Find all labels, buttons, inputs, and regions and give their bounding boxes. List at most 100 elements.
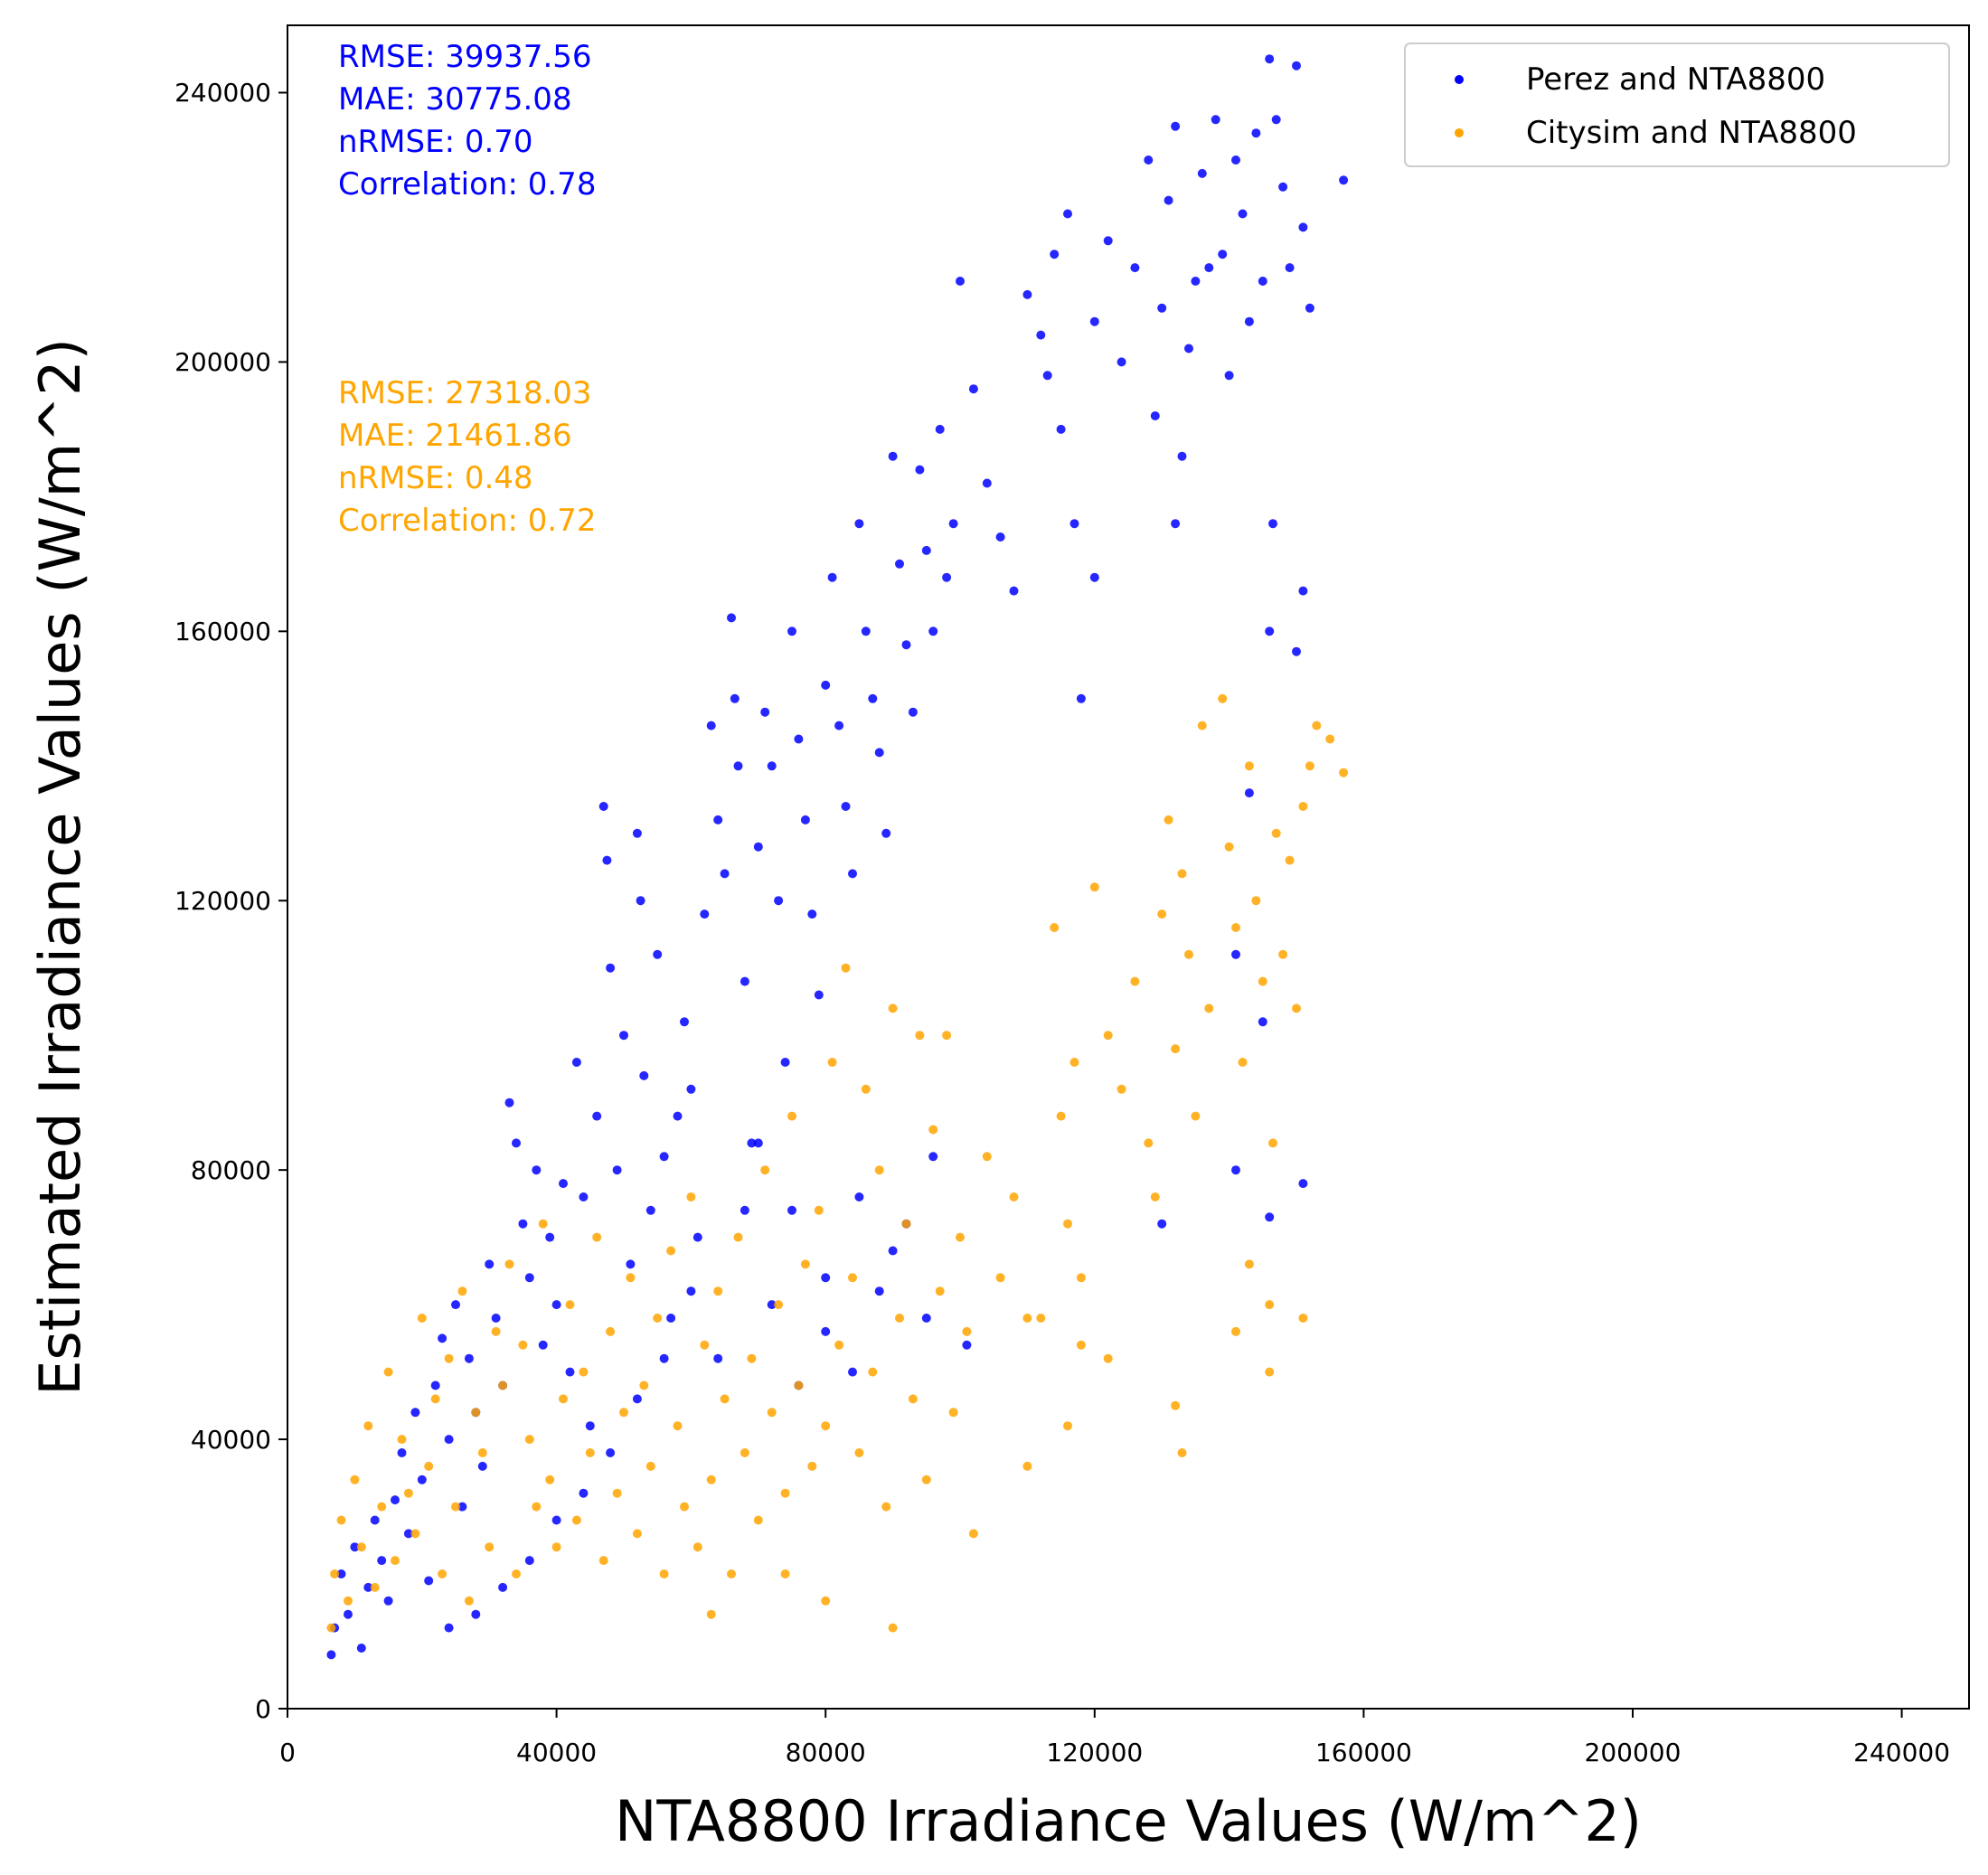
perez-point (1204, 263, 1214, 273)
citysim-point (545, 1475, 555, 1484)
citysim-point (666, 1246, 676, 1256)
perez-point (1056, 424, 1066, 434)
perez-point (350, 1542, 360, 1552)
perez-point (753, 842, 763, 852)
perez-point (1271, 115, 1281, 125)
perez-point (747, 1138, 757, 1148)
citysim-point (1089, 882, 1099, 892)
citysim-point (1063, 1421, 1072, 1431)
citysim-point (995, 1273, 1005, 1283)
perez-point (538, 1340, 548, 1350)
citysim-point (1285, 855, 1295, 865)
perez-point (551, 1515, 561, 1525)
citysim-point (491, 1326, 501, 1336)
perez-point (1305, 303, 1314, 313)
perez-point (512, 1138, 521, 1148)
perez-point (700, 909, 710, 919)
perez-point (1238, 209, 1248, 219)
perez-point (1292, 646, 1301, 656)
perez-mae: MAE: 30775.08 (338, 81, 572, 118)
perez-point (740, 1205, 749, 1215)
perez-point (800, 815, 810, 824)
citysim-point (498, 1380, 508, 1390)
perez-point (632, 828, 642, 838)
perez-point (787, 627, 796, 636)
perez-point (720, 869, 730, 879)
citysim-point (794, 1380, 804, 1390)
citysim-point (774, 1300, 784, 1310)
citysim-point (827, 1058, 837, 1067)
perez-point (1103, 236, 1113, 246)
citysim-point (424, 1461, 434, 1471)
plot-area (287, 25, 1969, 1709)
perez-point (1218, 250, 1228, 259)
x-tick-label: 0 (279, 1738, 296, 1767)
citysim-point (653, 1314, 663, 1323)
citysim-point (1171, 1044, 1181, 1054)
perez-point (921, 1314, 931, 1323)
perez-point (1258, 277, 1267, 286)
perez-point (524, 1273, 534, 1283)
perez-point (874, 748, 884, 758)
perez-point (1298, 586, 1308, 596)
citysim-point (1150, 1192, 1160, 1201)
perez-point (827, 572, 837, 582)
citysim-point (1157, 909, 1167, 919)
citysim-point (1268, 1138, 1277, 1148)
citysim-point (592, 1232, 602, 1242)
perez-point (1089, 316, 1099, 326)
citysim-point (1050, 923, 1060, 932)
perez-point (1231, 949, 1240, 959)
citysim-point (1164, 815, 1173, 824)
perez-point (1022, 289, 1032, 299)
citysim-point (512, 1569, 521, 1578)
perez-point (821, 1273, 831, 1283)
perez-point (438, 1333, 448, 1343)
perez-point (935, 424, 945, 434)
perez-point (626, 1259, 636, 1269)
y-axis-title: Estimated Irradiance Values (W/m^2) (27, 338, 93, 1396)
perez-point (861, 627, 871, 636)
citysim-point (720, 1394, 730, 1404)
citysim-point (336, 1515, 346, 1525)
perez-point (1224, 371, 1234, 381)
citysim-series (326, 693, 1349, 1633)
perez-point (592, 1111, 602, 1121)
perez-point (639, 1070, 649, 1080)
perez-point (1157, 303, 1167, 313)
citysim-point (1103, 1353, 1113, 1363)
perez-point (1339, 175, 1349, 185)
citysim-point (787, 1111, 796, 1121)
perez-point (881, 828, 891, 838)
perez-point (606, 963, 616, 973)
citysim-point (391, 1556, 400, 1566)
perez-point (551, 1300, 561, 1310)
perez-point (740, 976, 749, 986)
citysim-point (612, 1488, 622, 1498)
citysim-point (370, 1582, 380, 1592)
perez-point (915, 465, 925, 475)
perez-point (767, 761, 777, 771)
perez-point (1265, 54, 1275, 64)
citysim-point (1224, 842, 1234, 852)
citysim-point (606, 1326, 616, 1336)
citysim-point (1076, 1340, 1086, 1350)
perez-point (653, 949, 663, 959)
citysim-point (821, 1596, 831, 1606)
plot-frame (287, 24, 1970, 1710)
perez-point (518, 1219, 528, 1229)
citysim-point (740, 1448, 749, 1457)
citysim-point (356, 1542, 366, 1552)
citysim-point (377, 1502, 387, 1512)
citysim-point (713, 1286, 723, 1296)
citysim-point (962, 1326, 972, 1336)
perez-point (565, 1367, 575, 1377)
citysim-point (438, 1569, 448, 1578)
citysim-point (1022, 1314, 1032, 1323)
perez-point (444, 1435, 454, 1445)
citysim-point (585, 1448, 595, 1457)
citysim-stats: RMSE: 27318.03 MAE: 21461.86 nRMSE: 0.48… (338, 375, 596, 539)
perez-point (968, 384, 978, 394)
citysim-point (841, 963, 851, 973)
citysim-point (747, 1353, 757, 1363)
